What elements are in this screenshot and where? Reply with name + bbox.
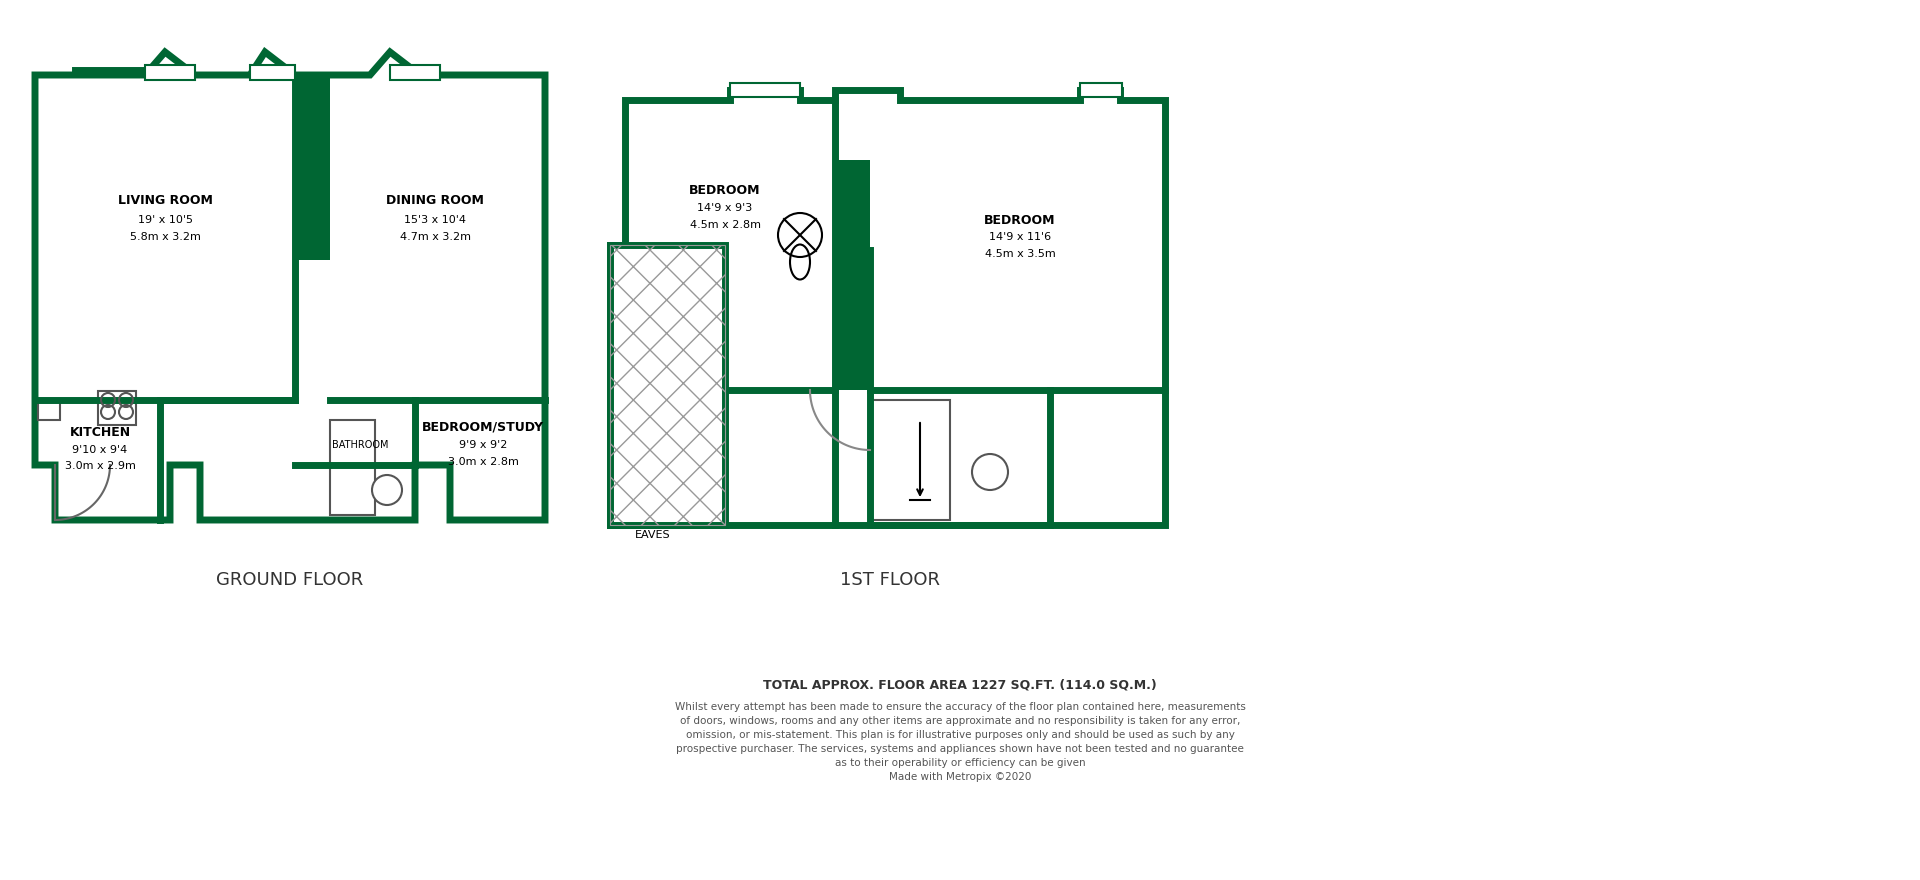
Bar bbox=[611, 245, 726, 525]
Bar bbox=[146, 65, 196, 80]
Bar bbox=[296, 75, 330, 260]
Text: of doors, windows, rooms and any other items are approximate and no responsibili: of doors, windows, rooms and any other i… bbox=[680, 716, 1240, 726]
Text: Whilst every attempt has been made to ensure the accuracy of the floor plan cont: Whilst every attempt has been made to en… bbox=[674, 702, 1246, 712]
Bar bbox=[835, 160, 870, 390]
Bar bbox=[330, 420, 374, 515]
Bar bbox=[390, 65, 440, 80]
Bar bbox=[730, 83, 801, 97]
Text: KITCHEN: KITCHEN bbox=[69, 426, 131, 438]
Text: 9'10 x 9'4: 9'10 x 9'4 bbox=[73, 445, 127, 455]
Polygon shape bbox=[35, 52, 545, 520]
Text: 4.5m x 3.5m: 4.5m x 3.5m bbox=[985, 249, 1056, 259]
Polygon shape bbox=[611, 90, 1165, 525]
Bar bbox=[38, 402, 60, 420]
Circle shape bbox=[972, 454, 1008, 490]
Bar bbox=[250, 65, 296, 80]
Text: BATHROOM: BATHROOM bbox=[332, 440, 388, 450]
Circle shape bbox=[372, 475, 401, 505]
Text: DINING ROOM: DINING ROOM bbox=[386, 194, 484, 207]
Text: omission, or mis-statement. This plan is for illustrative purposes only and shou: omission, or mis-statement. This plan is… bbox=[685, 730, 1235, 740]
Text: 4.7m x 3.2m: 4.7m x 3.2m bbox=[399, 232, 470, 242]
Bar bbox=[870, 400, 950, 520]
Text: 19' x 10'5: 19' x 10'5 bbox=[138, 215, 192, 225]
Text: 1ST FLOOR: 1ST FLOOR bbox=[841, 571, 941, 589]
Text: 15'3 x 10'4: 15'3 x 10'4 bbox=[403, 215, 467, 225]
Text: 14'9 x 11'6: 14'9 x 11'6 bbox=[989, 232, 1050, 242]
Text: 5.8m x 3.2m: 5.8m x 3.2m bbox=[129, 232, 200, 242]
Text: LIVING ROOM: LIVING ROOM bbox=[117, 194, 213, 207]
Text: as to their operability or efficiency can be given: as to their operability or efficiency ca… bbox=[835, 758, 1085, 768]
Text: BEDROOM: BEDROOM bbox=[689, 184, 760, 196]
Text: EAVES: EAVES bbox=[636, 530, 670, 540]
Text: 14'9 x 9'3: 14'9 x 9'3 bbox=[697, 203, 753, 213]
Text: Made with Metropix ©2020: Made with Metropix ©2020 bbox=[889, 772, 1031, 782]
Text: GROUND FLOOR: GROUND FLOOR bbox=[217, 571, 363, 589]
Text: TOTAL APPROX. FLOOR AREA 1227 SQ.FT. (114.0 SQ.M.): TOTAL APPROX. FLOOR AREA 1227 SQ.FT. (11… bbox=[762, 678, 1158, 692]
Text: 3.0m x 2.8m: 3.0m x 2.8m bbox=[447, 457, 518, 467]
Text: BEDROOM: BEDROOM bbox=[985, 214, 1056, 226]
Text: BEDROOM/STUDY: BEDROOM/STUDY bbox=[422, 421, 543, 434]
Bar bbox=[611, 245, 726, 525]
Bar bbox=[1079, 83, 1121, 97]
Text: 3.0m x 2.9m: 3.0m x 2.9m bbox=[65, 461, 136, 471]
Bar bbox=[98, 391, 136, 425]
Text: 4.5m x 2.8m: 4.5m x 2.8m bbox=[689, 220, 760, 230]
Text: 9'9 x 9'2: 9'9 x 9'2 bbox=[459, 440, 507, 450]
Text: prospective purchaser. The services, systems and appliances shown have not been : prospective purchaser. The services, sys… bbox=[676, 744, 1244, 754]
